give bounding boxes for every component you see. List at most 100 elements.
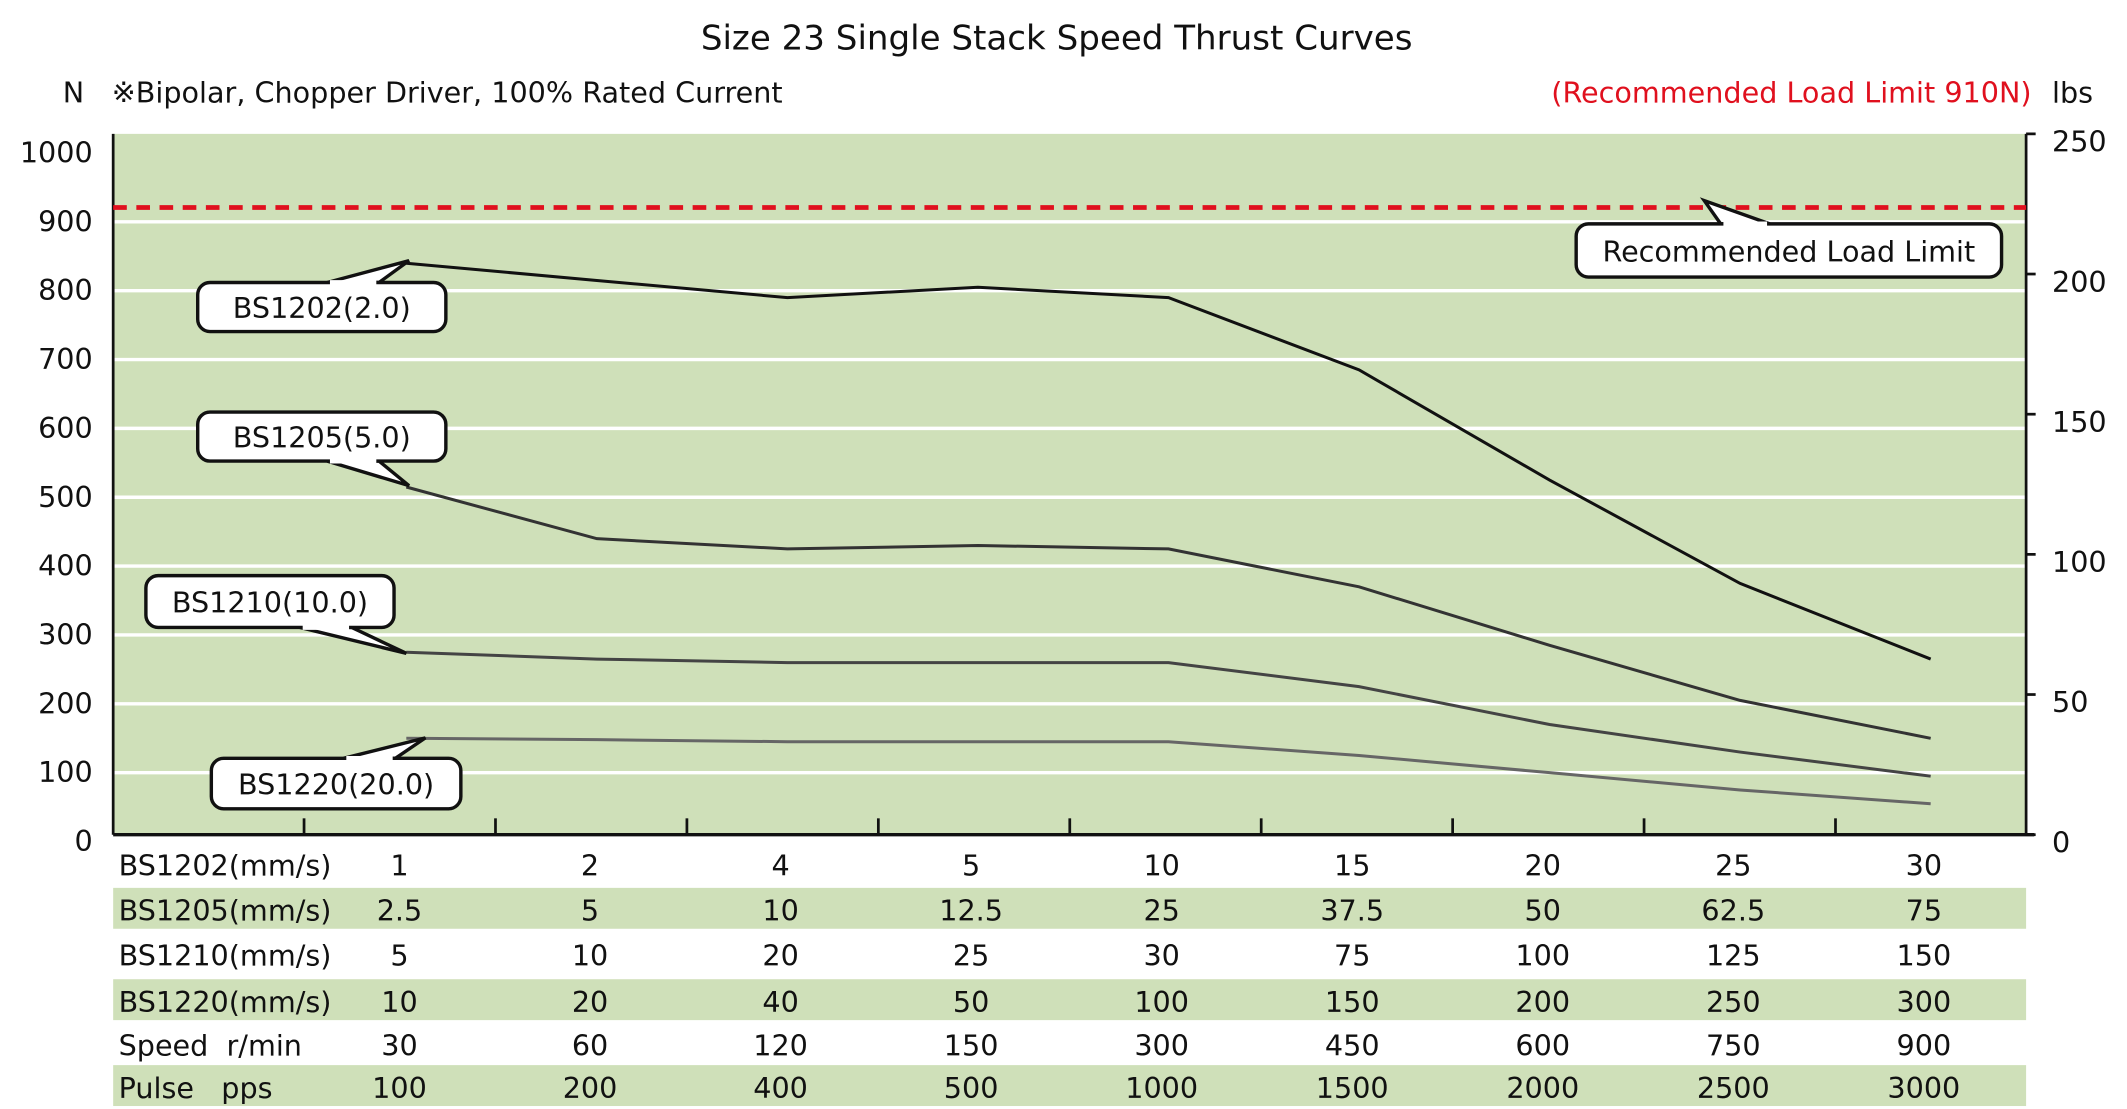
table-cell: 2500 bbox=[1697, 1071, 1770, 1105]
y2-tick-label: 150 bbox=[2052, 405, 2107, 439]
table-row-label: Pulse pps bbox=[119, 1071, 273, 1105]
table-cell: 25 bbox=[953, 939, 989, 973]
table-cell: 75 bbox=[1334, 939, 1370, 973]
series-line-bs1220-20-0- bbox=[406, 736, 1931, 806]
y-tick-label: 200 bbox=[38, 686, 93, 720]
table-cell: 50 bbox=[1525, 894, 1561, 928]
table-cell: 25 bbox=[1143, 894, 1179, 928]
table-cell: 300 bbox=[1897, 985, 1952, 1019]
table-cell: 1 bbox=[390, 849, 408, 883]
table-cell: 20 bbox=[572, 985, 608, 1019]
table-row-label: BS1205(mm/s) bbox=[119, 894, 332, 928]
table-cell: 450 bbox=[1325, 1029, 1380, 1063]
callout-bs1202-label: BS1202(2.0) bbox=[233, 291, 411, 325]
table-cell: 1500 bbox=[1316, 1071, 1389, 1105]
callout-bs1205-box bbox=[195, 410, 448, 463]
table-cell: 25 bbox=[1715, 849, 1751, 883]
table-cell: 15 bbox=[1334, 849, 1370, 883]
y-tick-label: 600 bbox=[38, 411, 93, 445]
table-cell: 30 bbox=[1906, 849, 1942, 883]
table-cell: 150 bbox=[1325, 985, 1380, 1019]
table-row-label: BS1220(mm/s) bbox=[119, 985, 332, 1019]
table-cell: 500 bbox=[944, 1071, 999, 1105]
table-cell: 30 bbox=[381, 1029, 417, 1063]
y2-tick-label: 50 bbox=[2052, 685, 2088, 719]
table-row-label: BS1210(mm/s) bbox=[119, 939, 332, 973]
y-tick-label: 800 bbox=[38, 273, 93, 307]
callout-bs1220-box bbox=[209, 756, 463, 811]
table-cell: 20 bbox=[1525, 849, 1561, 883]
table-cell: 10 bbox=[381, 985, 417, 1019]
y2-tick-label: 0 bbox=[2052, 825, 2070, 859]
callout-bs1210-box bbox=[144, 573, 396, 630]
chart-title: Size 23 Single Stack Speed Thrust Curves bbox=[701, 18, 1413, 58]
callout-bs1210-label: BS1210(10.0) bbox=[172, 585, 368, 619]
y2-tick-label: 100 bbox=[2052, 545, 2107, 579]
table-row-band bbox=[113, 979, 2027, 1021]
table-cell: 5 bbox=[581, 894, 599, 928]
y-tick-label: 1000 bbox=[20, 136, 93, 170]
table-cell: 12.5 bbox=[939, 894, 1003, 928]
table-cell: 30 bbox=[1143, 939, 1179, 973]
table-cell: 100 bbox=[372, 1071, 427, 1105]
y-tick-label: 900 bbox=[38, 204, 93, 238]
y-tick-label: 500 bbox=[38, 480, 93, 514]
table-cell: 37.5 bbox=[1320, 894, 1384, 928]
table-cell: 40 bbox=[762, 985, 798, 1019]
table-cell: 62.5 bbox=[1701, 894, 1765, 928]
table-cell: 300 bbox=[1134, 1029, 1189, 1063]
table-cell: 150 bbox=[944, 1029, 999, 1063]
table-cell: 200 bbox=[1515, 985, 1570, 1019]
callout-load-limit-label: Recommended Load Limit bbox=[1602, 234, 1975, 268]
table-cell: 400 bbox=[753, 1071, 808, 1105]
table-row-label: BS1202(mm/s) bbox=[119, 849, 332, 883]
table-cell: 75 bbox=[1906, 894, 1942, 928]
table-cell: 900 bbox=[1897, 1029, 1952, 1063]
table-cell: 20 bbox=[762, 939, 798, 973]
table-cell: 10 bbox=[572, 939, 608, 973]
chart-subtitle: ※Bipolar, Chopper Driver, 100% Rated Cur… bbox=[112, 76, 783, 110]
table-row-band bbox=[113, 1065, 2027, 1107]
right-unit-label: lbs bbox=[2052, 76, 2093, 110]
callout-load-limit-box bbox=[1574, 222, 2004, 279]
y-tick-label: 400 bbox=[38, 549, 93, 583]
table-cell: 750 bbox=[1706, 1029, 1761, 1063]
callout-bs1220-label: BS1220(20.0) bbox=[238, 767, 434, 801]
table-cell: 600 bbox=[1515, 1029, 1570, 1063]
series-line-bs1210-10-0- bbox=[406, 650, 1931, 778]
table-cell: 4 bbox=[771, 849, 789, 883]
series-line-bs1202-2-0- bbox=[406, 261, 1932, 661]
table-cell: 125 bbox=[1706, 939, 1761, 973]
table-cell: 5 bbox=[390, 939, 408, 973]
table-cell: 1000 bbox=[1125, 1071, 1198, 1105]
table-cell: 5 bbox=[962, 849, 980, 883]
y2-tick-label: 250 bbox=[2052, 125, 2107, 159]
callout-bs1202-box bbox=[195, 280, 448, 334]
load-limit-note: (Recommended Load Limit 910N) bbox=[1551, 76, 2031, 110]
series-line-bs1205-5-0- bbox=[405, 485, 1931, 740]
table-cell: 150 bbox=[1897, 939, 1952, 973]
y-tick-label: 0 bbox=[74, 824, 92, 858]
table-row-label: Speed r/min bbox=[119, 1029, 302, 1063]
table-cell: 2000 bbox=[1506, 1071, 1579, 1105]
table-row-band bbox=[113, 887, 2027, 929]
table-cell: 250 bbox=[1706, 985, 1761, 1019]
table-cell: 2 bbox=[581, 849, 599, 883]
table-cell: 100 bbox=[1515, 939, 1570, 973]
y-tick-label: 700 bbox=[38, 342, 93, 376]
table-cell: 120 bbox=[753, 1029, 808, 1063]
table-cell: 3000 bbox=[1887, 1071, 1960, 1105]
y2-tick-label: 200 bbox=[2052, 265, 2107, 299]
table-cell: 200 bbox=[563, 1071, 618, 1105]
table-cell: 100 bbox=[1134, 985, 1189, 1019]
callout-bs1205-label: BS1205(5.0) bbox=[233, 420, 411, 454]
table-cell: 10 bbox=[1143, 849, 1179, 883]
y-tick-label: 100 bbox=[38, 755, 93, 789]
table-cell: 10 bbox=[762, 894, 798, 928]
table-cell: 60 bbox=[572, 1029, 608, 1063]
table-cell: 2.5 bbox=[377, 894, 423, 928]
left-unit-label: N bbox=[63, 76, 84, 110]
table-cell: 50 bbox=[953, 985, 989, 1019]
y-tick-label: 300 bbox=[38, 617, 93, 651]
